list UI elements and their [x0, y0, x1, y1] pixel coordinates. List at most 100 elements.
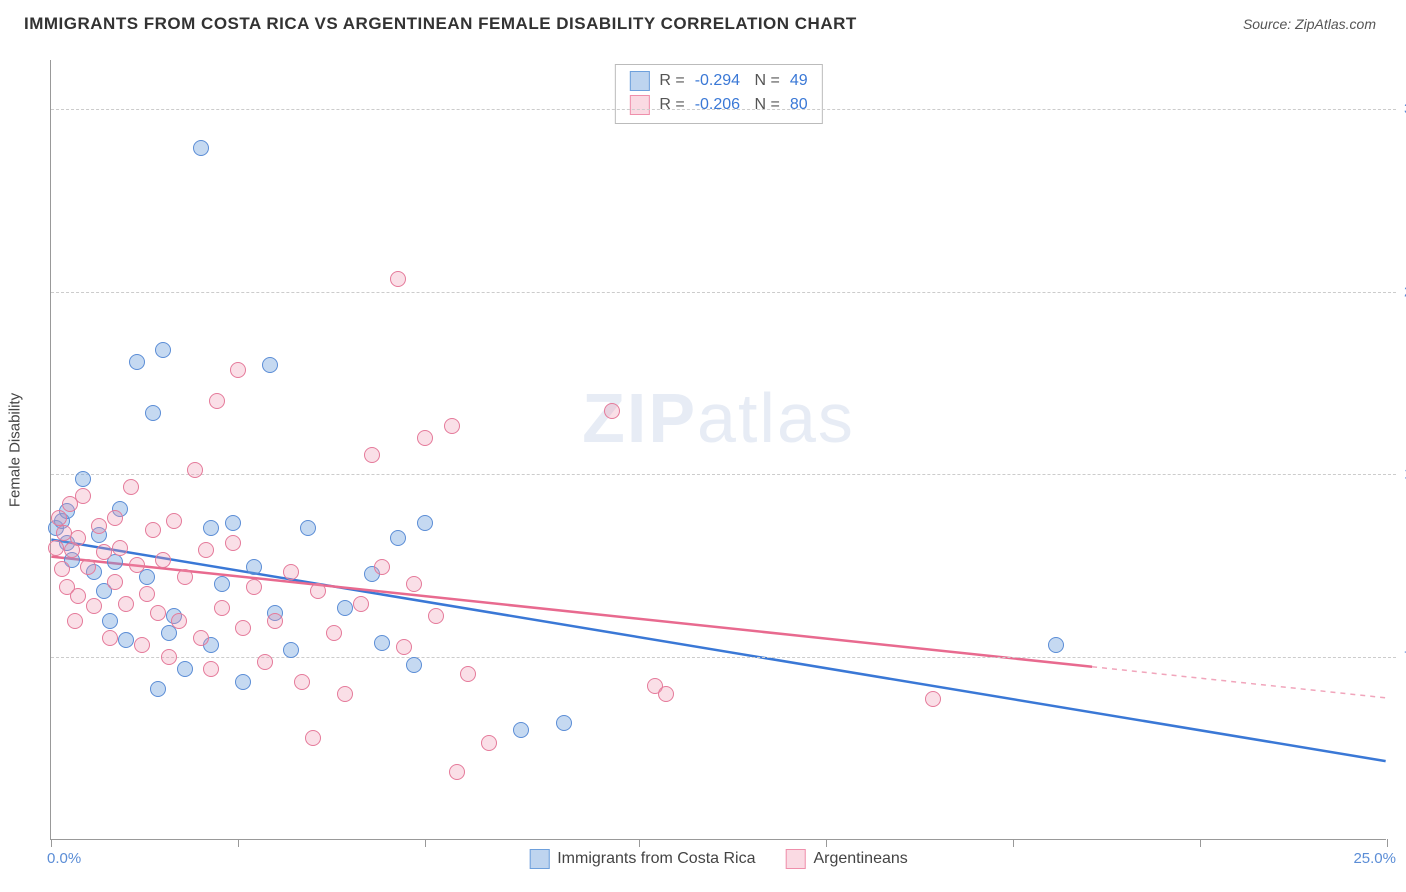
data-point	[70, 588, 86, 604]
data-point	[166, 513, 182, 529]
data-point	[203, 661, 219, 677]
data-point	[67, 613, 83, 629]
legend-label: Immigrants from Costa Rica	[557, 850, 755, 868]
swatch-icon	[529, 849, 549, 869]
data-point	[1048, 637, 1064, 653]
legend-item: Immigrants from Costa Rica	[529, 849, 755, 869]
x-tick	[238, 839, 239, 847]
data-point	[177, 661, 193, 677]
data-point	[246, 559, 262, 575]
chart-title: IMMIGRANTS FROM COSTA RICA VS ARGENTINEA…	[24, 14, 857, 34]
x-axis-origin-label: 0.0%	[47, 850, 81, 867]
data-point	[86, 598, 102, 614]
plot-area: ZIPatlas R = -0.294 N = 49 R = -0.206 N …	[50, 60, 1386, 840]
stat-value: -0.206	[695, 93, 740, 117]
data-point	[155, 552, 171, 568]
data-point	[187, 462, 203, 478]
data-point	[203, 520, 219, 536]
data-point	[209, 393, 225, 409]
data-point	[214, 576, 230, 592]
grid-line	[51, 474, 1396, 475]
y-tick-label: 7.5%	[1396, 649, 1406, 666]
data-point	[96, 544, 112, 560]
stat-label: N =	[750, 69, 780, 93]
data-point	[428, 608, 444, 624]
data-point	[481, 735, 497, 751]
data-point	[406, 657, 422, 673]
data-point	[230, 362, 246, 378]
data-point	[155, 342, 171, 358]
swatch-icon	[785, 849, 805, 869]
data-point	[556, 715, 572, 731]
x-tick	[425, 839, 426, 847]
data-point	[123, 479, 139, 495]
data-point	[102, 613, 118, 629]
data-point	[225, 515, 241, 531]
data-point	[417, 515, 433, 531]
data-point	[604, 403, 620, 419]
data-point	[283, 564, 299, 580]
data-point	[396, 639, 412, 655]
grid-line	[51, 657, 1396, 658]
stats-row: R = -0.206 N = 80	[629, 93, 807, 117]
stat-value: 80	[790, 93, 808, 117]
data-point	[107, 574, 123, 590]
data-point	[150, 681, 166, 697]
data-point	[353, 596, 369, 612]
data-point	[513, 722, 529, 738]
data-point	[257, 654, 273, 670]
data-point	[139, 569, 155, 585]
data-point	[925, 691, 941, 707]
data-point	[51, 510, 67, 526]
x-tick	[1387, 839, 1388, 847]
data-point	[177, 569, 193, 585]
swatch-icon	[629, 95, 649, 115]
data-point	[294, 674, 310, 690]
y-axis-label: Female Disability	[7, 392, 24, 506]
y-tick-label: 22.5%	[1396, 283, 1406, 300]
data-point	[214, 600, 230, 616]
data-point	[235, 620, 251, 636]
data-point	[390, 271, 406, 287]
data-point	[75, 471, 91, 487]
data-point	[267, 613, 283, 629]
x-tick	[1200, 839, 1201, 847]
data-point	[70, 530, 86, 546]
y-tick-label: 30.0%	[1396, 100, 1406, 117]
data-point	[80, 559, 96, 575]
swatch-icon	[629, 71, 649, 91]
data-point	[75, 488, 91, 504]
data-point	[118, 632, 134, 648]
data-point	[235, 674, 251, 690]
chart-container: ZIPatlas R = -0.294 N = 49 R = -0.206 N …	[50, 60, 1386, 862]
data-point	[48, 540, 64, 556]
data-point	[374, 635, 390, 651]
data-point	[161, 649, 177, 665]
data-point	[225, 535, 241, 551]
data-point	[150, 605, 166, 621]
trend-lines	[51, 60, 1386, 839]
data-point	[139, 586, 155, 602]
data-point	[417, 430, 433, 446]
data-point	[364, 447, 380, 463]
data-point	[300, 520, 316, 536]
data-point	[246, 579, 262, 595]
data-point	[337, 686, 353, 702]
data-point	[460, 666, 476, 682]
data-point	[390, 530, 406, 546]
data-point	[102, 630, 118, 646]
data-point	[406, 576, 422, 592]
data-point	[145, 405, 161, 421]
data-point	[283, 642, 299, 658]
data-point	[444, 418, 460, 434]
y-tick-label: 15.0%	[1396, 466, 1406, 483]
data-point	[129, 354, 145, 370]
data-point	[326, 625, 342, 641]
stats-row: R = -0.294 N = 49	[629, 69, 807, 93]
data-point	[193, 140, 209, 156]
data-point	[658, 686, 674, 702]
trend-line-extrapolated	[1092, 667, 1386, 698]
data-point	[337, 600, 353, 616]
source-credit: Source: ZipAtlas.com	[1243, 16, 1376, 32]
stat-label: N =	[750, 93, 780, 117]
